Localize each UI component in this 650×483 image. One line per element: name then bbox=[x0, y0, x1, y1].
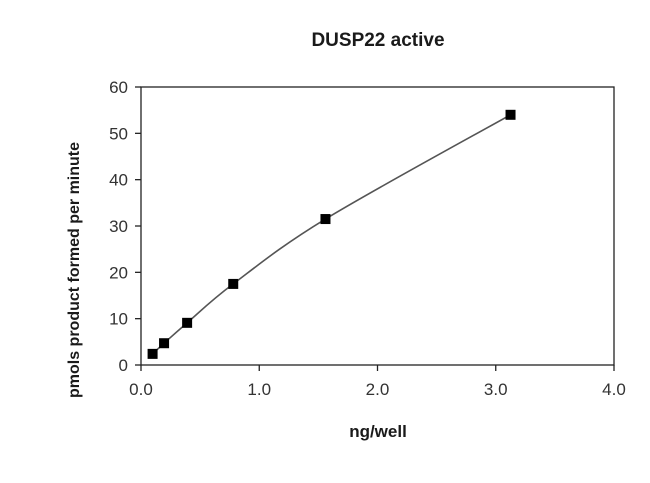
data-point-marker bbox=[505, 109, 516, 120]
x-tick-label: 4.0 bbox=[602, 380, 626, 399]
chart-title: DUSP22 active bbox=[311, 30, 444, 51]
data-point-marker bbox=[320, 214, 331, 225]
plot-frame bbox=[140, 86, 615, 366]
y-tick-label: 10 bbox=[109, 310, 128, 329]
x-tick-label: 2.0 bbox=[366, 380, 390, 399]
y-tick-label: 0 bbox=[119, 356, 128, 375]
y-tick-label: 60 bbox=[109, 78, 128, 97]
x-axis-label: ng/well bbox=[349, 422, 407, 441]
y-tick-label: 50 bbox=[109, 124, 128, 143]
data-point-marker bbox=[228, 278, 239, 289]
data-markers bbox=[147, 109, 516, 359]
x-tick-label: 3.0 bbox=[484, 380, 508, 399]
y-axis-label: pmols product formed per minute bbox=[66, 142, 83, 398]
x-tick-label: 1.0 bbox=[247, 380, 271, 399]
y-tick-label: 30 bbox=[109, 217, 128, 236]
data-point-marker bbox=[159, 338, 170, 349]
data-point-marker bbox=[182, 317, 193, 328]
plot-border bbox=[140, 86, 615, 366]
fit-curve bbox=[152, 114, 511, 355]
y-tick-label: 40 bbox=[109, 171, 128, 190]
x-tick-label: 0.0 bbox=[129, 380, 153, 399]
y-axis-ticks: 0 10 20 30 40 50 60 bbox=[109, 78, 141, 375]
data-point-marker bbox=[147, 348, 158, 359]
x-axis-ticks: 0.0 1.0 2.0 3.0 4.0 bbox=[129, 365, 626, 399]
y-tick-label: 20 bbox=[109, 263, 128, 282]
